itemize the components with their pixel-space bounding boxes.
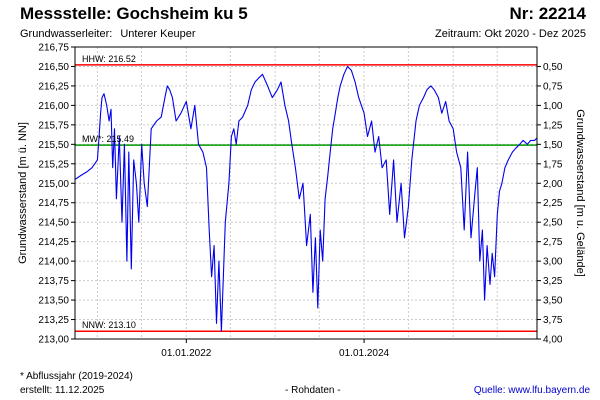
ref-line-label: NNW: 213.10 bbox=[82, 320, 136, 330]
y2-tick-label: 2,25 bbox=[543, 198, 563, 209]
y-tick-label: 214,00 bbox=[38, 257, 69, 268]
y2-tick-label: 2,00 bbox=[543, 179, 563, 190]
y-tick-label: 215,75 bbox=[38, 120, 69, 131]
y-tick-label: 216,50 bbox=[38, 62, 69, 73]
series-line bbox=[74, 65, 538, 332]
y2-tick-label: 1,00 bbox=[543, 101, 563, 112]
y-tick-label: 216,25 bbox=[38, 81, 69, 92]
footnote-runoff-year: * Abflussjahr (2019-2024) bbox=[20, 371, 133, 382]
y2-tick-label: 1,25 bbox=[543, 120, 563, 131]
y2-tick-label: 1,50 bbox=[543, 140, 563, 151]
y-tick-label: 214,75 bbox=[38, 198, 69, 209]
created-date: erstellt: 11.12.2025 bbox=[20, 385, 105, 396]
y-tick-label: 216,75 bbox=[38, 43, 69, 54]
y2-tick-label: 2,75 bbox=[543, 237, 563, 248]
plot-area bbox=[75, 47, 537, 339]
period-label: Zeitraum: Okt 2020 - Dez 2025 bbox=[434, 28, 586, 40]
y-tick-label: 215,25 bbox=[38, 159, 69, 170]
y2-tick-label: 0,75 bbox=[543, 81, 563, 92]
y-tick-label: 213,00 bbox=[38, 335, 69, 346]
ref-line-label: HHW: 216.52 bbox=[82, 54, 136, 64]
y2-tick-label: 1,75 bbox=[543, 159, 563, 170]
x-tick-label: 01.01.2024 bbox=[339, 348, 389, 359]
plot-frame bbox=[74, 46, 538, 340]
source-link[interactable]: Quelle: www.lfu.bayern.de bbox=[473, 385, 590, 396]
ref-line-label: MW*: 215.49 bbox=[82, 134, 134, 144]
y-tick-label: 213,75 bbox=[38, 276, 69, 287]
y2-axis-title: Grundwasserstand [m u. Gelände] bbox=[574, 109, 586, 277]
data-kind-label: - Rohdaten - bbox=[285, 385, 341, 396]
aquifer-label: Grundwasserleiter: bbox=[20, 28, 113, 40]
y2-tick-label: 3,50 bbox=[543, 296, 563, 307]
y2-tick-label: 3,00 bbox=[543, 257, 563, 268]
station-title: Messstelle: Gochsheim ku 5 bbox=[20, 4, 248, 23]
y2-tick-label: 3,75 bbox=[543, 315, 563, 326]
aquifer-info: Grundwasserleiter: Unterer Keuper bbox=[20, 28, 196, 40]
y-tick-label: 216,00 bbox=[38, 101, 69, 112]
y2-tick-label: 3,25 bbox=[543, 276, 563, 287]
y-axis-title: Grundwasserstand [m ü. NN] bbox=[17, 122, 29, 264]
station-number: Nr: 22214 bbox=[509, 4, 586, 23]
y-tick-label: 213,25 bbox=[38, 315, 69, 326]
y2-tick-label: 0,50 bbox=[543, 62, 563, 73]
y-tick-label: 215,50 bbox=[38, 140, 69, 151]
y-tick-label: 213,50 bbox=[38, 296, 69, 307]
y2-tick-label: 4,00 bbox=[543, 335, 563, 346]
y-tick-label: 214,25 bbox=[38, 237, 69, 248]
y-tick-label: 215,00 bbox=[38, 179, 69, 190]
y-tick-label: 214,50 bbox=[38, 218, 69, 229]
aquifer-value: Unterer Keuper bbox=[120, 28, 196, 40]
y2-tick-label: 2,50 bbox=[543, 218, 563, 229]
x-tick-label: 01.01.2022 bbox=[161, 348, 211, 359]
